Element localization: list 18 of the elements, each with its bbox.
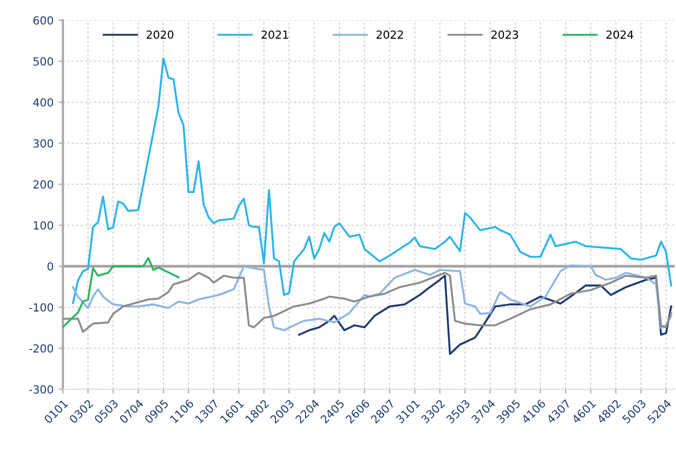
- line-series: [298, 274, 672, 355]
- legend-label: 2020: [146, 30, 174, 39]
- legend-label: 2021: [262, 30, 288, 39]
- y-tick-label: 400: [33, 98, 54, 107]
- line-series: [62, 257, 180, 328]
- y-tick-label: 500: [33, 57, 54, 66]
- y-tick-label: -300: [29, 385, 54, 394]
- y-tick-label: 300: [33, 139, 54, 148]
- line-series: [72, 57, 672, 304]
- legend-label: 2022: [376, 30, 403, 39]
- legend-label: 2024: [606, 30, 634, 39]
- y-tick-label: -100: [29, 303, 54, 312]
- y-tick-label: 0: [48, 262, 54, 271]
- y-tick-label: -200: [29, 344, 54, 353]
- y-tick-label: 100: [34, 221, 54, 230]
- y-tick-label: 200: [33, 180, 54, 189]
- y-tick-label: 600: [33, 16, 54, 25]
- legend-label: 2023: [491, 30, 518, 39]
